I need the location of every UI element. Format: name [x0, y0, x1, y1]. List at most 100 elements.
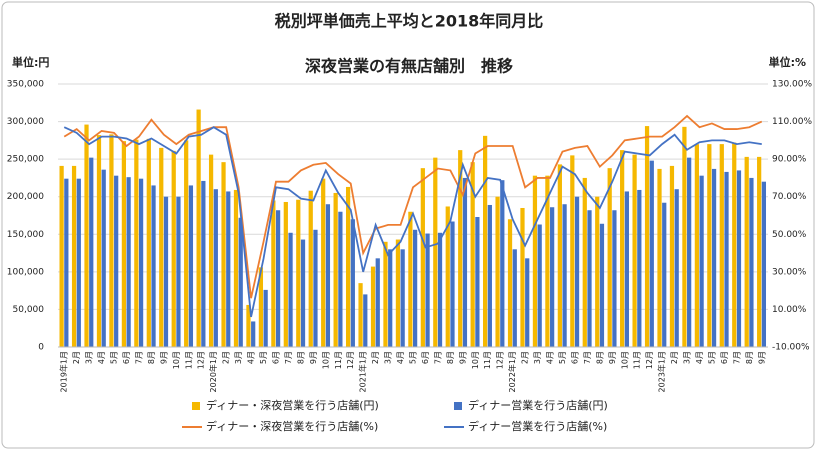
bar: [114, 175, 119, 347]
x-tick-label: 7月: [583, 351, 592, 364]
bar: [694, 144, 699, 347]
bar: [246, 304, 251, 347]
bar: [64, 178, 69, 347]
bar: [208, 154, 214, 347]
y-tick-label: 200,000: [7, 192, 44, 202]
bar: [624, 191, 629, 347]
bar: [308, 190, 313, 347]
bar: [159, 147, 164, 347]
x-tick-label: 10月: [471, 351, 480, 369]
y2-tick-label: -10.00%: [772, 343, 810, 353]
x-tick-label: 4月: [396, 351, 405, 364]
legend-label: ディナー・深夜営業を行う店舗(%): [206, 419, 378, 433]
bar: [744, 156, 749, 347]
x-tick-label: 10月: [321, 351, 330, 369]
bar: [757, 156, 762, 347]
bar: [437, 232, 443, 347]
x-tick-label: 6月: [720, 351, 729, 364]
bar: [574, 196, 580, 347]
bar: [632, 154, 637, 347]
bar: [550, 207, 555, 347]
y2-tick-label: 110.00%: [772, 117, 812, 127]
bar: [462, 177, 468, 347]
bar: [562, 204, 567, 347]
y2-tick-label: 130.00%: [772, 80, 812, 90]
bar: [445, 206, 450, 347]
x-tick-label: 4月: [247, 351, 256, 364]
y2-tick-label: 70.00%: [772, 192, 807, 202]
bar: [587, 210, 592, 347]
y-tick-label: 50,000: [13, 305, 45, 315]
bar: [495, 196, 500, 347]
x-tick-label: 2020年1月: [208, 351, 218, 392]
bar: [333, 192, 338, 347]
x-tick-label: 2022年1月: [507, 351, 517, 392]
bar: [383, 241, 388, 347]
bar: [338, 211, 343, 347]
x-tick-label: 2021年1月: [358, 351, 368, 392]
bar: [375, 258, 380, 347]
bar: [96, 135, 102, 347]
x-tick-label: 9月: [608, 351, 617, 364]
x-tick-label: 4月: [695, 351, 704, 364]
bar: [321, 178, 326, 347]
y-tick-label: 300,000: [7, 117, 44, 127]
bar: [487, 204, 492, 347]
bar: [188, 185, 194, 347]
bar: [620, 150, 625, 347]
bar: [184, 140, 189, 347]
x-tick-label: 6月: [421, 351, 430, 364]
y-unit: 単位:円: [12, 55, 49, 69]
x-tick-label: 11月: [184, 351, 193, 369]
bar: [109, 134, 114, 347]
bar: [500, 180, 505, 347]
x-tick-label: 8月: [446, 351, 455, 364]
bar: [370, 266, 376, 347]
bar: [201, 180, 206, 347]
line: [63, 126, 762, 318]
bar: [121, 141, 127, 347]
bar: [59, 165, 64, 347]
bar: [325, 204, 331, 347]
bar: [736, 170, 742, 347]
bar: [196, 109, 201, 347]
bar: [644, 126, 650, 347]
x-tick-label: 10月: [172, 351, 181, 369]
bar: [637, 189, 642, 347]
x-tick-label: 5月: [110, 351, 119, 364]
x-tick-label: 5月: [409, 351, 418, 364]
bar: [413, 229, 418, 347]
bar: [537, 224, 542, 347]
x-tick-label: 8月: [745, 351, 754, 364]
bar: [226, 191, 231, 347]
bar: [719, 144, 724, 347]
y2-tick-label: 30.00%: [772, 267, 807, 277]
bar: [662, 202, 667, 347]
bar: [520, 207, 525, 347]
bar: [84, 124, 89, 347]
x-tick-label: 3月: [683, 351, 692, 364]
bar: [213, 189, 218, 347]
x-tick-label: 12月: [197, 351, 206, 369]
bar: [525, 258, 530, 347]
legend-label: ディナー営業を行う店舗(円): [468, 398, 608, 412]
x-tick-label: 8月: [595, 351, 604, 364]
bar: [176, 196, 181, 347]
bar: [724, 171, 729, 347]
x-tick-label: 7月: [433, 351, 442, 364]
bar: [475, 217, 480, 347]
y2-tick-label: 10.00%: [772, 305, 807, 315]
x-tick-label: 4月: [546, 351, 555, 364]
bar: [649, 160, 654, 347]
y-tick-label: 100,000: [7, 267, 44, 277]
x-tick-label: 9月: [159, 351, 168, 364]
bar: [163, 196, 169, 347]
bar: [238, 217, 243, 347]
x-tick-label: 8月: [296, 351, 305, 364]
bar: [101, 169, 106, 347]
x-tick-label: 5月: [707, 351, 716, 364]
bar: [288, 232, 293, 347]
x-tick-label: 2月: [72, 351, 81, 364]
bar: [682, 126, 687, 348]
